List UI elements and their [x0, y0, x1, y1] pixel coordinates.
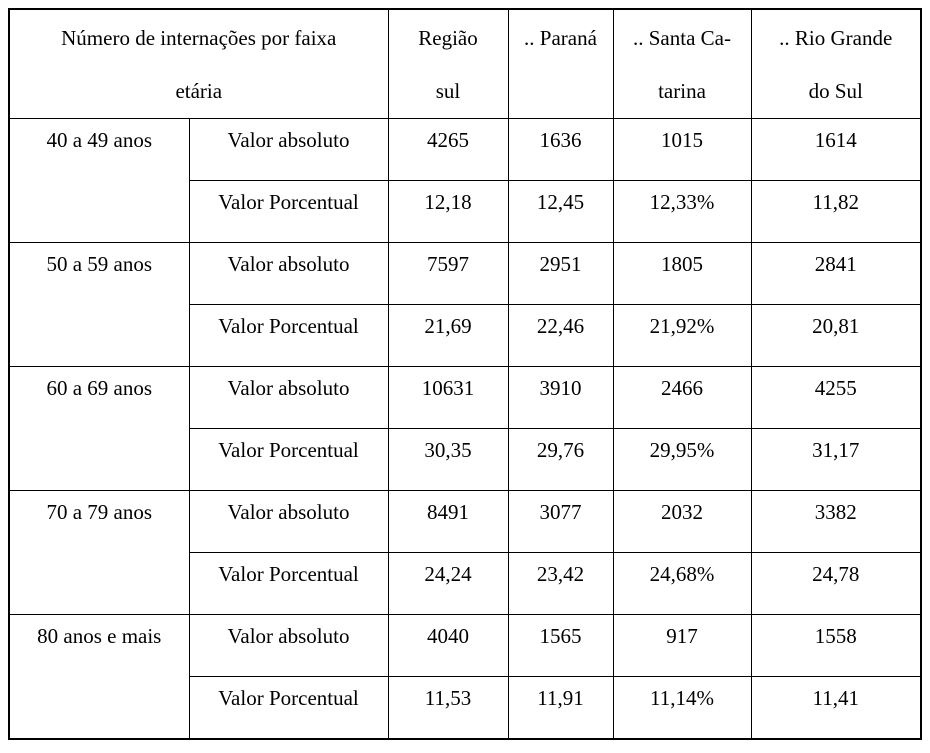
row-label-cell: Valor Porcentual [188, 180, 389, 243]
age-group-cell: 50 a 59 anos [8, 242, 190, 367]
value-cell: 2951 [507, 242, 614, 305]
value-cell: 11,91 [507, 676, 614, 740]
value-cell: 12,18 [387, 180, 509, 243]
age-group-cell: 40 a 49 anos [8, 118, 190, 243]
value-cell: 3910 [507, 366, 614, 429]
value-cell: 2841 [750, 242, 922, 305]
header-row: Número de internações por faixa etária R… [8, 8, 922, 119]
column-header-regiao-sul: Região sul [387, 8, 509, 119]
table-row: 40 a 49 anos Valor absoluto 4265 1636 10… [8, 118, 922, 243]
row-label-cell: Valor Porcentual [188, 428, 389, 491]
value-cell: 3382 [750, 490, 922, 553]
value-cell: 11,14% [612, 676, 752, 740]
value-cell: 12,33% [612, 180, 752, 243]
value-cell: 22,46 [507, 304, 614, 367]
row-label-cell: Valor absoluto [188, 490, 389, 553]
value-cell: 2466 [612, 366, 752, 429]
value-cell: 11,41 [750, 676, 922, 740]
value-cell: 23,42 [507, 552, 614, 615]
row-label-cell: Valor Porcentual [188, 552, 389, 615]
value-cell: 4040 [387, 614, 509, 677]
value-cell: 7597 [387, 242, 509, 305]
value-cell: 30,35 [387, 428, 509, 491]
value-cell: 24,68% [612, 552, 752, 615]
value-cell: 21,92% [612, 304, 752, 367]
column-header-parana: .. Paraná [507, 8, 614, 119]
value-cell: 12,45 [507, 180, 614, 243]
value-cell: 4255 [750, 366, 922, 429]
value-cell: 10631 [387, 366, 509, 429]
value-cell: 1558 [750, 614, 922, 677]
value-cell: 11,82 [750, 180, 922, 243]
age-group-cell: 80 anos e mais [8, 614, 190, 740]
column-header-santa-catarina: .. Santa Ca- tarina [612, 8, 752, 119]
value-cell: 1805 [612, 242, 752, 305]
value-cell: 11,53 [387, 676, 509, 740]
value-cell: 29,76 [507, 428, 614, 491]
table-title-cell: Número de internações por faixa etária [8, 8, 389, 119]
table-row: 80 anos e mais Valor absoluto 4040 1565 … [8, 614, 922, 740]
row-label-cell: Valor absoluto [188, 118, 389, 181]
value-cell: 24,78 [750, 552, 922, 615]
value-cell: 1565 [507, 614, 614, 677]
value-cell: 1015 [612, 118, 752, 181]
row-label-cell: Valor Porcentual [188, 676, 389, 740]
row-label-cell: Valor Porcentual [188, 304, 389, 367]
table-row: 50 a 59 anos Valor absoluto 7597 2951 18… [8, 242, 922, 367]
row-label-cell: Valor absoluto [188, 366, 389, 429]
value-cell: 21,69 [387, 304, 509, 367]
value-cell: 24,24 [387, 552, 509, 615]
age-group-cell: 70 a 79 anos [8, 490, 190, 615]
value-cell: 29,95% [612, 428, 752, 491]
table-row: 70 a 79 anos Valor absoluto 8491 3077 20… [8, 490, 922, 615]
table-row: Valor Porcentual 12,18 12,45 12,33% 11,8… [9, 180, 922, 243]
value-cell: 8491 [387, 490, 509, 553]
table-row: Valor Porcentual 30,35 29,76 29,95% 31,1… [9, 428, 922, 491]
row-label-cell: Valor absoluto [188, 614, 389, 677]
age-group-cell: 60 a 69 anos [8, 366, 190, 491]
column-header-rio-grande-do-sul: .. Rio Grande do Sul [750, 8, 922, 119]
value-cell: 3077 [507, 490, 614, 553]
table-row: Valor Porcentual 21,69 22,46 21,92% 20,8… [9, 304, 922, 367]
value-cell: 31,17 [750, 428, 922, 491]
table-row: Valor Porcentual 24,24 23,42 24,68% 24,7… [9, 552, 922, 615]
value-cell: 2032 [612, 490, 752, 553]
value-cell: 917 [612, 614, 752, 677]
value-cell: 20,81 [750, 304, 922, 367]
table-row: 60 a 69 anos Valor absoluto 10631 3910 2… [8, 366, 922, 491]
value-cell: 1636 [507, 118, 614, 181]
row-label-cell: Valor absoluto [188, 242, 389, 305]
hospitalizations-by-age-table: Número de internações por faixa etária R… [8, 8, 922, 740]
value-cell: 4265 [387, 118, 509, 181]
table-row: Valor Porcentual 11,53 11,91 11,14% 11,4… [9, 676, 922, 740]
value-cell: 1614 [750, 118, 922, 181]
